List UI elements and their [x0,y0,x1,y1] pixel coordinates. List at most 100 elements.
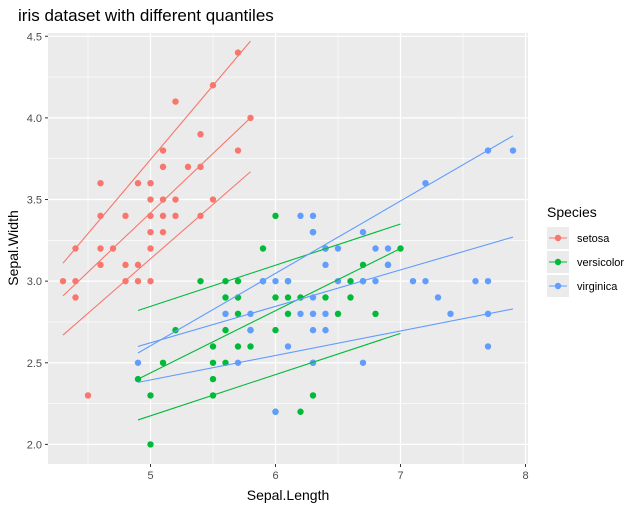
setosa-point [134,179,142,187]
virginica-point [384,261,392,269]
virginica-quantile-line [137,236,514,347]
versicolor-point [159,359,167,366]
virginica-point [284,343,292,350]
versicolor-point [284,294,292,301]
y-tick-label: 3.0 [27,276,42,288]
versicolor-point [147,392,154,399]
x-axis-title: Sepal.Length [247,487,330,503]
setosa-point [159,212,167,220]
virginica-point [309,212,317,220]
virginica-point [472,277,479,285]
setosa-point [147,277,154,285]
virginica-point [434,294,442,301]
setosa-point [72,294,79,301]
setosa-point [159,196,167,203]
y-axis-title: Sepal.Width [5,210,21,285]
virginica-point [384,245,392,252]
y-tick-label: 2.5 [27,358,42,370]
versicolor-point [272,212,279,220]
virginica-point [372,245,379,252]
virginica-point [372,277,379,285]
virginica-point [359,359,367,366]
virginica-point [509,147,517,154]
setosa-point [122,212,129,220]
virginica-point [322,326,329,334]
versicolor-point [347,294,354,301]
versicolor-point [222,326,229,334]
legend-label-versicolor: versicolor [577,257,624,269]
virginica-point [322,261,329,269]
setosa-point [147,228,154,236]
virginica-quantile-line [137,135,514,354]
y-tick-label: 4.0 [27,113,42,125]
versicolor-point [234,277,242,285]
setosa-quantile-line [62,171,251,336]
virginica-point [322,310,329,318]
setosa-point [159,163,167,171]
virginica-point [247,326,254,334]
setosa-point [147,196,154,203]
setosa-point [134,261,142,269]
versicolor-point [334,310,342,318]
setosa-point [197,131,204,138]
versicolor-point [297,408,304,415]
legend-label-virginica: virginica [577,281,618,293]
virginica-point [409,277,417,285]
versicolor-point [309,392,317,399]
setosa-point [97,261,104,269]
versicolor-point [197,277,204,285]
versicolor-point [372,310,379,318]
versicolor-point [147,441,154,448]
versicolor-point [234,310,242,318]
versicolor-point [347,277,354,285]
setosa-point [147,212,154,220]
virginica-point [334,245,342,252]
axes-layer: 5 6 7 8 2.0 2.5 3.0 3.5 4.0 4.5 [27,31,529,482]
legend-label-setosa: setosa [577,233,610,245]
setosa-point [147,179,154,187]
setosa-point [84,392,92,399]
setosa-point [172,98,179,105]
x-tick-label: 7 [397,470,403,482]
versicolor-quantile-line [137,223,401,312]
setosa-point [147,245,154,252]
x-tick-label: 8 [522,470,528,482]
virginica-quantile-line [137,308,514,383]
data-layer [59,40,517,448]
virginica-point [309,228,317,236]
setosa-point [209,196,217,203]
versicolor-legend-point [554,258,562,266]
virginica-point [284,277,292,285]
virginica-point [359,228,367,236]
versicolor-point [209,359,217,366]
versicolor-point [209,343,217,350]
versicolor-point [247,343,254,350]
versicolor-point [284,310,292,318]
virginica-point [134,359,142,366]
virginica-point [272,277,279,285]
y-tick-label: 4.5 [27,31,42,43]
virginica-point [447,310,454,318]
plot-panel [48,33,528,464]
y-tick-label: 3.5 [27,195,42,207]
virginica-point [422,179,429,187]
chart-title: iris dataset with different quantiles [18,6,274,25]
versicolor-point [209,375,217,383]
legend: Species setosa versicolor virginica [547,204,624,297]
virginica-point [334,277,342,285]
virginica-point [484,277,492,285]
setosa-point [97,179,104,187]
setosa-legend-point [554,234,562,242]
setosa-point [134,277,142,285]
versicolor-point [272,326,279,334]
setosa-point [234,147,242,154]
virginica-legend-point [554,282,562,290]
virginica-point [222,310,229,318]
x-tick-label: 5 [147,470,153,482]
setosa-quantile-line [62,117,251,297]
setosa-point [172,212,179,220]
versicolor-point [234,343,242,350]
legend-title: Species [547,204,597,220]
virginica-point [422,277,429,285]
